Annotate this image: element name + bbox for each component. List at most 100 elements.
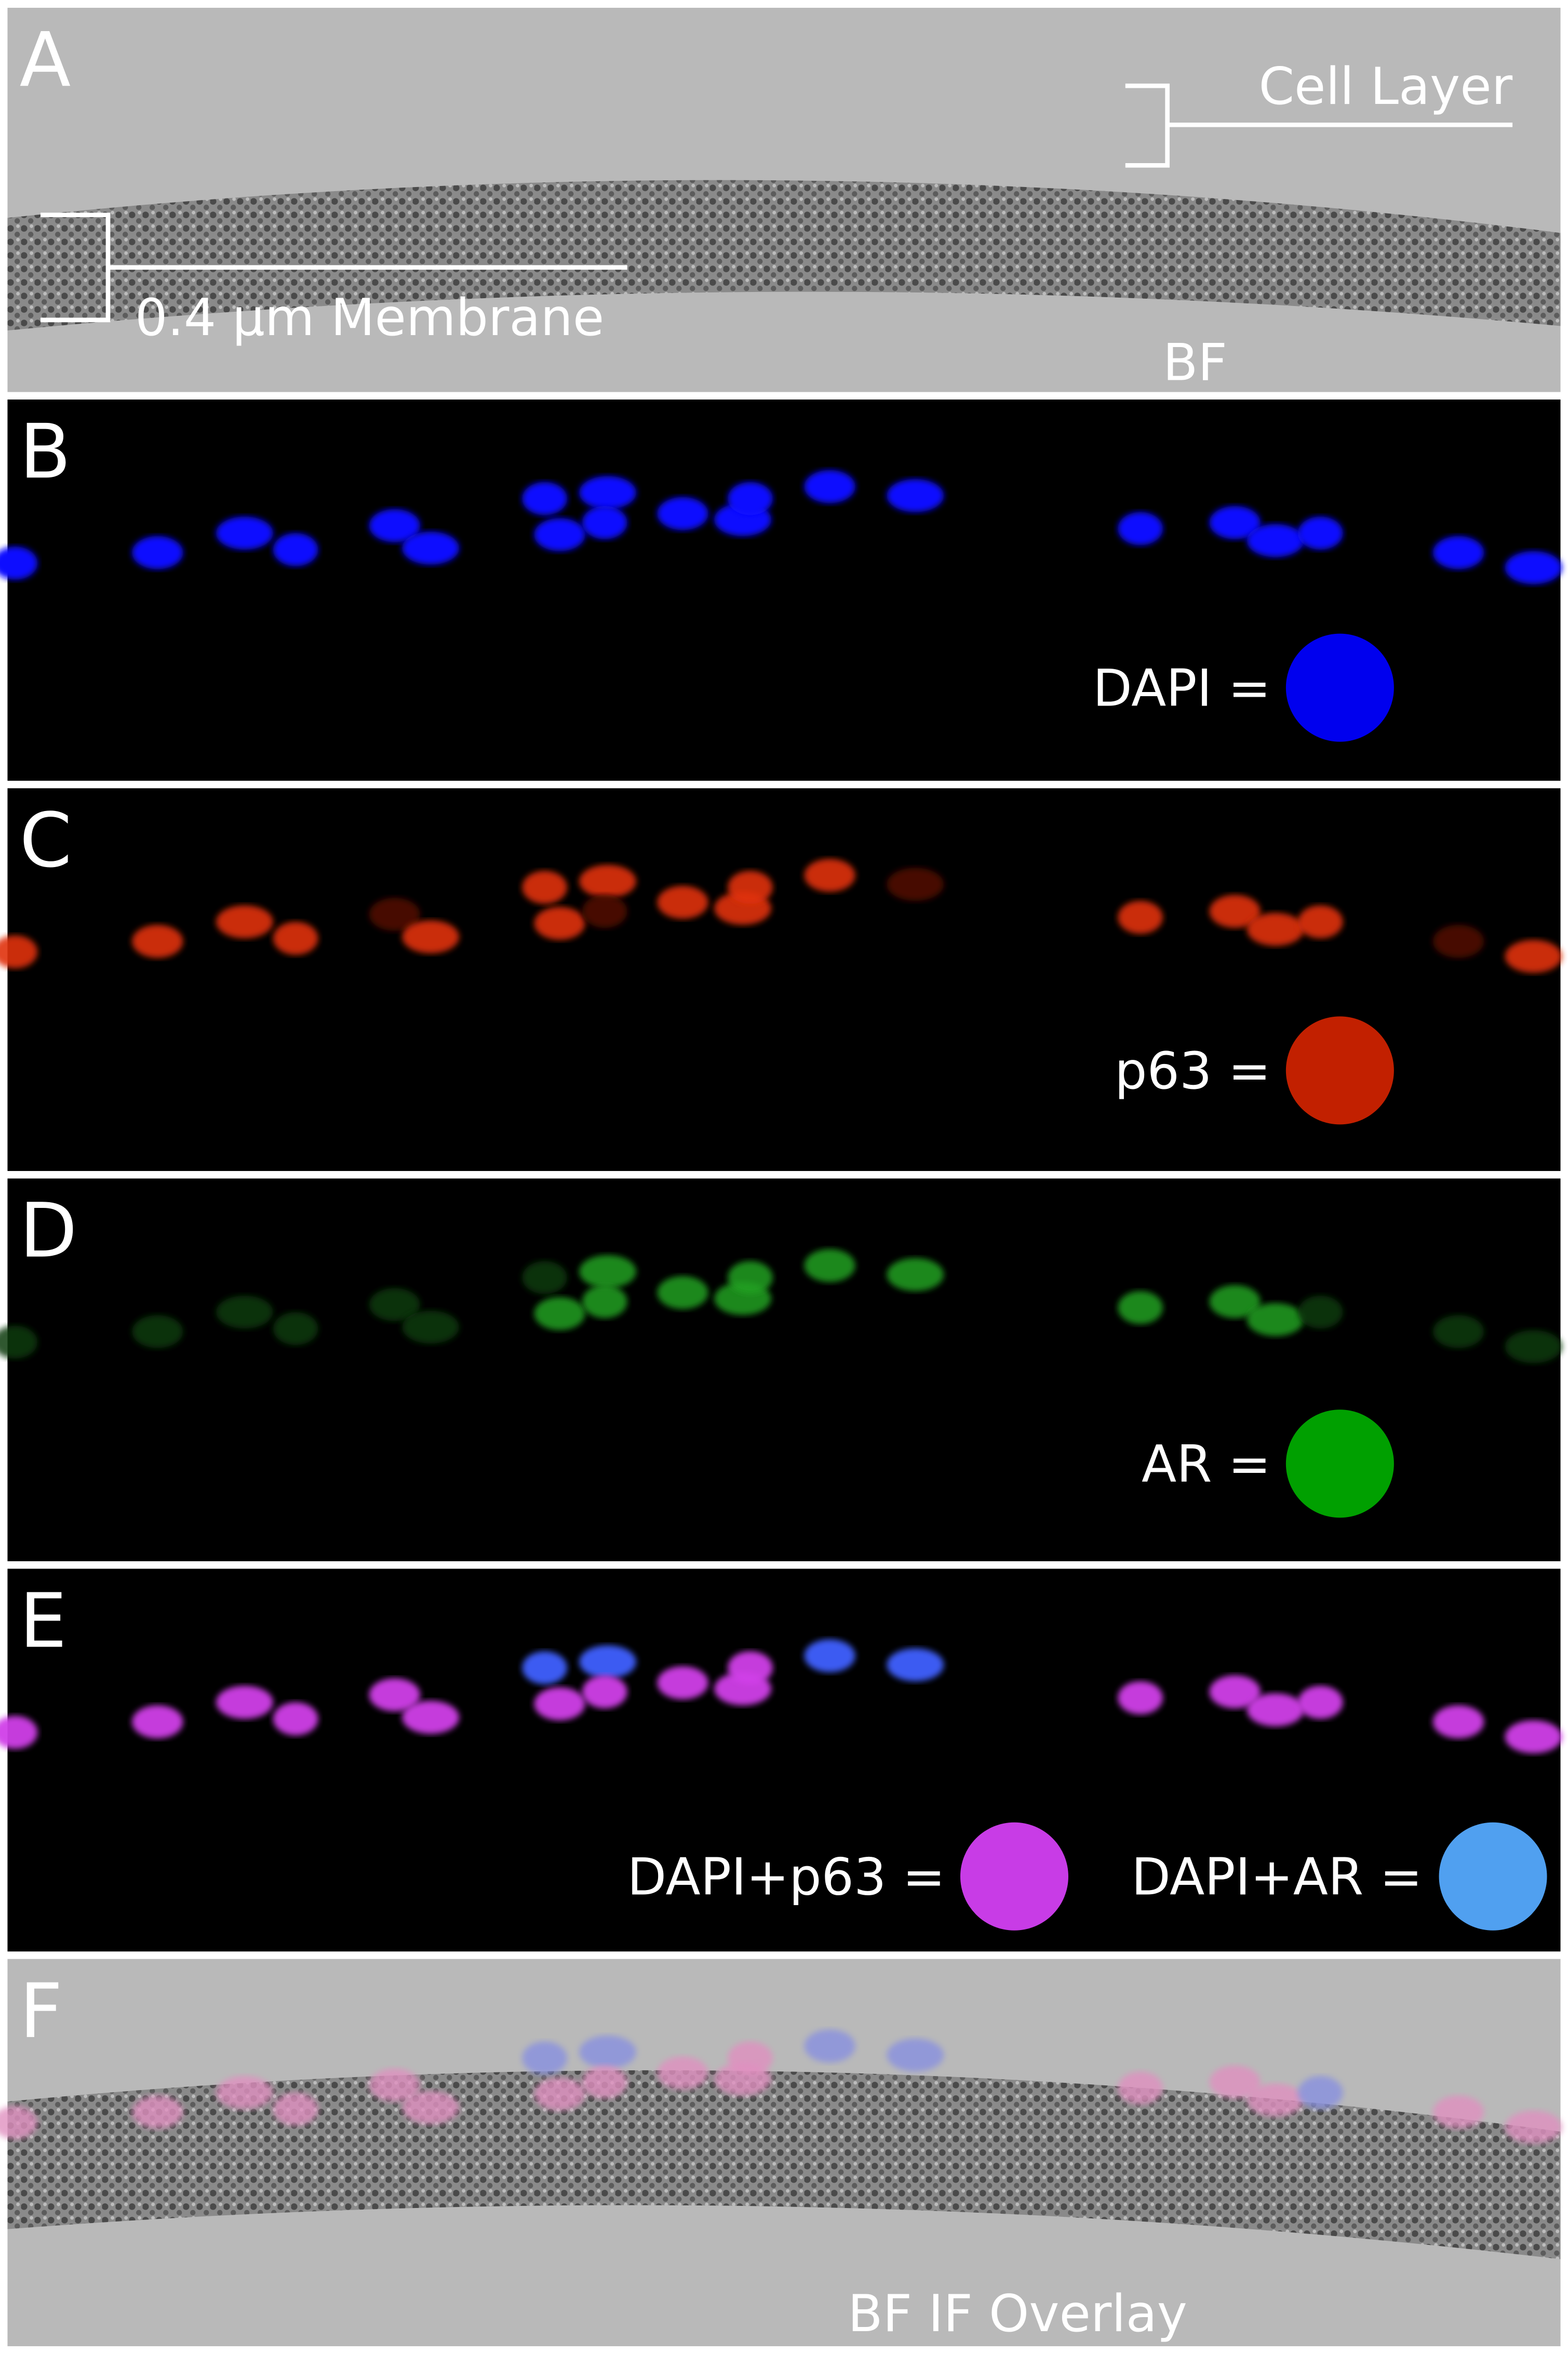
cell — [1209, 2065, 1261, 2099]
cell — [887, 479, 944, 512]
panel-letter: E — [20, 1578, 67, 1665]
label: p63 = — [1115, 1042, 1271, 1101]
cell — [1505, 940, 1562, 973]
panel-letter: F — [20, 1968, 63, 2055]
cell — [0, 1715, 38, 1749]
cell — [728, 1261, 773, 1294]
panel-d: D AR = — [0, 1178, 1562, 1562]
cell — [522, 871, 568, 904]
cell — [728, 2041, 773, 2075]
label: DAPI = — [1093, 659, 1271, 718]
cell — [728, 871, 773, 904]
cell — [522, 482, 568, 515]
cell — [1297, 516, 1343, 550]
cell — [522, 1261, 568, 1294]
panel-letter: C — [20, 797, 72, 884]
cell — [887, 1258, 944, 1292]
cell — [728, 1651, 773, 1684]
cell — [216, 905, 273, 939]
cell — [582, 506, 627, 539]
cell — [132, 925, 183, 958]
cell — [1505, 2110, 1562, 2144]
cell — [804, 859, 855, 892]
cell — [273, 1312, 318, 1346]
cell — [1297, 1685, 1343, 1719]
label: AR = — [1142, 1435, 1271, 1494]
label: 0.4 μm Membrane — [135, 288, 604, 348]
cell — [1118, 1291, 1163, 1324]
panel-letter: A — [20, 17, 71, 104]
panel-letter: D — [20, 1188, 77, 1275]
cell — [534, 518, 585, 551]
cell — [216, 516, 273, 550]
cell — [534, 907, 585, 940]
cell — [582, 1675, 627, 1709]
cell — [1432, 536, 1484, 569]
cell — [579, 1255, 636, 1288]
cell — [522, 1651, 568, 1684]
cell — [534, 1297, 585, 1331]
cell — [582, 1285, 627, 1319]
cell — [132, 1705, 183, 1738]
cell — [887, 1648, 944, 1682]
cell — [1247, 1303, 1304, 1336]
cell — [1118, 2071, 1163, 2105]
cell — [1432, 1705, 1484, 1738]
cell — [1432, 925, 1484, 958]
cell — [1209, 1675, 1261, 1709]
cell — [369, 1678, 420, 1711]
cell — [273, 2092, 318, 2126]
cell — [1505, 1720, 1562, 1753]
panel-c: C p63 = — [0, 788, 1562, 1171]
cell — [657, 497, 708, 530]
panel-letter: B — [20, 408, 71, 496]
cell — [1297, 2076, 1343, 2109]
cell — [1297, 905, 1343, 939]
cell — [657, 886, 708, 919]
cell — [0, 2106, 38, 2139]
cell — [402, 920, 460, 954]
cell — [132, 536, 183, 569]
cell — [216, 2076, 273, 2109]
cell — [369, 2068, 420, 2102]
cell — [579, 865, 636, 898]
cell — [273, 922, 318, 955]
cell — [804, 470, 855, 503]
cell — [522, 2041, 568, 2075]
cell — [1297, 1295, 1343, 1329]
cell — [728, 482, 773, 515]
cell — [132, 1315, 183, 1348]
cell — [887, 2038, 944, 2072]
label: DAPI+p63 = — [627, 1847, 945, 1907]
cell — [582, 895, 627, 928]
label: DAPI+AR = — [1131, 1847, 1423, 1907]
cell — [1209, 506, 1261, 539]
cell — [1432, 1315, 1484, 1348]
label: Cell Layer — [1258, 57, 1512, 116]
cell — [402, 531, 460, 565]
panel-e: E DAPI+p63 = DAPI+AR = — [0, 1568, 1562, 1952]
panel-b: B DAPI = — [0, 400, 1562, 781]
cell — [369, 1288, 420, 1321]
cell — [216, 1295, 273, 1329]
cell — [1118, 1681, 1163, 1714]
cell — [579, 1645, 636, 1679]
cell — [369, 898, 420, 931]
cell — [657, 1666, 708, 1699]
cell — [1247, 524, 1304, 557]
label: BF — [1163, 333, 1227, 392]
cell — [534, 1687, 585, 1721]
cell — [216, 1685, 273, 1719]
cell — [273, 533, 318, 566]
cell — [579, 2036, 636, 2069]
cell — [1118, 512, 1163, 546]
cell — [887, 868, 944, 901]
cell — [1118, 900, 1163, 934]
cell — [402, 1700, 460, 1734]
cell — [132, 2095, 183, 2129]
cell — [657, 2056, 708, 2090]
cell — [534, 2077, 585, 2111]
cell — [1505, 551, 1562, 584]
